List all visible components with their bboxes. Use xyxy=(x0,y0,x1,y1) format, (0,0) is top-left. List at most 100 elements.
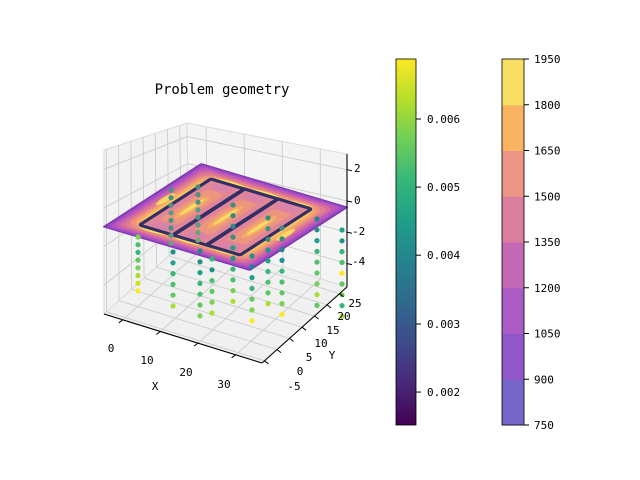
well-dot xyxy=(230,298,236,304)
well-dot xyxy=(170,281,176,287)
well-dot xyxy=(168,195,174,201)
well-dot xyxy=(195,192,201,198)
z-tick-label: -2 xyxy=(352,225,365,238)
heater-rectangle-divider xyxy=(173,189,244,235)
colorbar-segment xyxy=(502,150,524,197)
axis-spine xyxy=(261,286,348,364)
grid-line xyxy=(106,311,265,362)
well-dot xyxy=(197,248,203,254)
well-dot-column xyxy=(195,184,201,243)
colorbar-tick-label: 1800 xyxy=(534,99,561,112)
colorbar-tick-label: 1650 xyxy=(534,145,561,158)
well-dot-column xyxy=(170,249,176,309)
well-dot xyxy=(279,225,285,231)
axis-spines xyxy=(103,154,348,364)
well-dot xyxy=(135,272,141,279)
well-dot xyxy=(249,318,255,324)
well-dot xyxy=(135,234,141,240)
well-dot xyxy=(197,270,203,276)
well-dot xyxy=(265,215,271,221)
well-dot xyxy=(230,277,236,283)
well-dot xyxy=(230,288,236,294)
well-dot xyxy=(209,278,215,284)
y-tick-label: 15 xyxy=(326,324,339,337)
well-dot xyxy=(135,265,141,271)
colorbar-segment xyxy=(502,379,524,426)
well-dot xyxy=(170,303,176,309)
grid-line xyxy=(187,136,348,171)
colorbar-segment xyxy=(502,287,524,334)
axis-tick xyxy=(231,354,236,359)
y-tick-label: 0 xyxy=(297,365,304,378)
well-dot-column xyxy=(249,253,255,324)
axis-tick xyxy=(264,360,269,365)
axis-tick xyxy=(289,337,294,342)
well-dot xyxy=(195,230,201,236)
well-dot xyxy=(314,281,320,287)
well-dot xyxy=(314,270,320,276)
panel-contour-detail xyxy=(211,183,233,192)
well-dot xyxy=(170,271,176,277)
well-dot-column xyxy=(314,216,320,308)
well-dot xyxy=(279,311,285,317)
colorbar-contour-levels: 750 900 1050 1200 1350 1500 1650 1800 1950 xyxy=(501,53,561,432)
well-dot-column xyxy=(265,215,271,307)
y-tick-label: 20 xyxy=(337,310,350,323)
panel-contour-detail xyxy=(151,222,173,231)
colorbar-segment xyxy=(502,104,524,151)
colorbar-tick-label: 1050 xyxy=(534,328,561,341)
axis-label-x: X xyxy=(152,380,159,393)
well-dot xyxy=(249,275,255,281)
well-dot xyxy=(197,259,203,265)
well-dot xyxy=(265,268,271,275)
well-dot xyxy=(135,249,141,255)
well-dot xyxy=(230,234,236,240)
well-dot xyxy=(209,267,215,273)
well-dot xyxy=(265,247,271,253)
well-dot xyxy=(249,296,255,302)
well-dot xyxy=(135,242,141,248)
well-dot xyxy=(195,184,201,190)
chart-title: Problem geometry xyxy=(154,82,290,98)
colorbar-segment xyxy=(502,59,524,106)
well-dot xyxy=(195,199,201,205)
well-dot xyxy=(279,290,285,296)
well-dot xyxy=(265,279,271,285)
well-dot xyxy=(170,292,176,298)
heater-rectangle-divider xyxy=(207,199,278,245)
x-tick-label: 30 xyxy=(217,378,230,391)
well-dot xyxy=(314,302,320,308)
panel-contour-detail xyxy=(278,203,300,212)
axis-ticks xyxy=(118,169,353,365)
well-dot-column xyxy=(135,234,141,294)
well-dot-column xyxy=(209,256,215,316)
colorbar-tick-label: 0.003 xyxy=(427,318,460,331)
well-dot-column xyxy=(279,225,285,317)
well-dot xyxy=(195,214,201,220)
well-dot xyxy=(339,238,345,244)
axis-tick xyxy=(193,342,199,347)
well-dot xyxy=(135,280,141,286)
well-dot xyxy=(314,227,320,233)
axis-spine xyxy=(103,313,263,364)
colorbar-segment xyxy=(502,242,524,289)
colorbar-tick-label: 0.005 xyxy=(427,181,460,194)
colorbar-scatter-values: 0.002 0.003 0.004 0.005 0.006 xyxy=(395,58,460,426)
well-dot xyxy=(135,257,141,263)
well-dot xyxy=(279,236,285,242)
axis-tick xyxy=(346,231,353,234)
well-dot xyxy=(265,301,271,307)
well-dot xyxy=(339,227,345,233)
axis-tick xyxy=(314,315,319,320)
grid-line xyxy=(235,278,321,356)
well-dot xyxy=(265,258,271,264)
colorbar-tick-label: 0.006 xyxy=(427,113,460,126)
surface-contour xyxy=(102,163,349,271)
well-dot xyxy=(168,240,174,246)
well-dot xyxy=(230,213,236,219)
colorbar-tick-label: 1950 xyxy=(534,53,561,66)
well-dot xyxy=(265,226,271,232)
